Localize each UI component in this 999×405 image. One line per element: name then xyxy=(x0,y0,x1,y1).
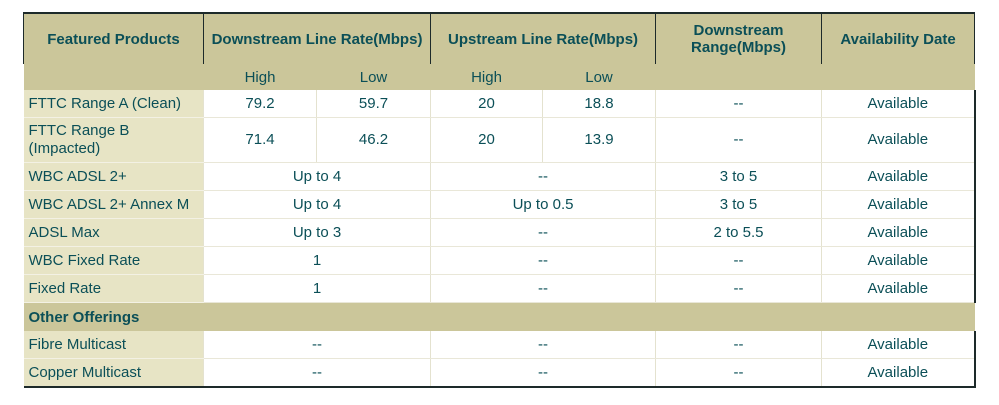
product-name: Fixed Rate xyxy=(23,274,204,303)
header-availability-date: Availability Date xyxy=(821,12,976,64)
cell-us-high: 20 xyxy=(430,117,543,163)
cell-availability: Available xyxy=(821,274,976,303)
table-row: FTTC Range B (Impacted) 71.4 46.2 20 13.… xyxy=(23,117,976,163)
cell-range: 3 to 5 xyxy=(655,162,822,191)
cell-upstream: -- xyxy=(430,358,656,388)
cell-us-low: 18.8 xyxy=(542,90,656,118)
table-row: Fibre Multicast -- -- -- Available xyxy=(23,331,976,359)
subheader-empty xyxy=(821,64,975,90)
subheader-us-low: Low xyxy=(542,64,656,90)
cell-downstream: 1 xyxy=(202,246,431,275)
subheader-ds-low: Low xyxy=(316,64,431,90)
header-featured-products: Featured Products xyxy=(23,12,204,64)
section-title: Other Offerings xyxy=(23,302,204,331)
cell-downstream: 1 xyxy=(202,274,431,303)
product-name: WBC Fixed Rate xyxy=(23,246,204,275)
table-header-row: Featured Products Downstream Line Rate(M… xyxy=(23,12,976,64)
table-subheader-row: High Low High Low xyxy=(23,64,975,90)
cell-upstream: -- xyxy=(430,331,656,359)
table-row: FTTC Range A (Clean) 79.2 59.7 20 18.8 -… xyxy=(23,90,976,118)
cell-downstream: Up to 4 xyxy=(202,190,431,219)
table-row: WBC ADSL 2+ Annex M Up to 4 Up to 0.5 3 … xyxy=(23,190,976,219)
subheader-empty xyxy=(23,64,204,90)
cell-range: -- xyxy=(655,90,822,118)
cell-downstream: -- xyxy=(202,331,431,359)
cell-upstream: -- xyxy=(430,274,656,303)
cell-upstream: -- xyxy=(430,218,656,247)
cell-us-low: 13.9 xyxy=(542,117,656,163)
cell-availability: Available xyxy=(821,331,976,359)
cell-downstream: Up to 4 xyxy=(202,162,431,191)
cell-range: -- xyxy=(655,358,822,388)
cell-ds-low: 59.7 xyxy=(315,90,431,118)
cell-upstream: -- xyxy=(430,246,656,275)
cell-ds-high: 71.4 xyxy=(203,117,317,163)
cell-availability: Available xyxy=(821,162,976,191)
cell-range: -- xyxy=(655,246,822,275)
product-name: WBC ADSL 2+ xyxy=(23,162,204,191)
cell-availability: Available xyxy=(821,358,976,388)
cell-range: -- xyxy=(655,117,822,163)
subheader-us-high: High xyxy=(430,64,543,90)
cell-us-high: 20 xyxy=(430,90,543,118)
cell-downstream: -- xyxy=(202,358,431,388)
section-filler xyxy=(203,302,975,331)
table-row: Fixed Rate 1 -- -- Available xyxy=(23,274,976,303)
cell-availability: Available xyxy=(821,90,976,118)
cell-ds-low: 46.2 xyxy=(315,117,431,163)
cell-ds-high: 79.2 xyxy=(203,90,317,118)
cell-upstream: -- xyxy=(430,162,656,191)
table-row: Copper Multicast -- -- -- Available xyxy=(23,358,976,388)
subheader-empty xyxy=(655,64,822,90)
product-name: Copper Multicast xyxy=(23,358,204,388)
cell-upstream: Up to 0.5 xyxy=(430,190,656,219)
table-row: WBC ADSL 2+ Up to 4 -- 3 to 5 Available xyxy=(23,162,976,191)
cell-range: -- xyxy=(655,274,822,303)
subheader-ds-high: High xyxy=(203,64,317,90)
header-downstream-line-rate: Downstream Line Rate(Mbps) xyxy=(202,12,432,64)
products-table: Featured Products Downstream Line Rate(M… xyxy=(23,12,976,388)
section-header-row: Other Offerings xyxy=(23,302,975,331)
products-table-container: Featured Products Downstream Line Rate(M… xyxy=(23,12,976,388)
cell-range: 3 to 5 xyxy=(655,190,822,219)
product-name: WBC ADSL 2+ Annex M xyxy=(23,190,204,219)
header-downstream-range: Downstream Range(Mbps) xyxy=(655,12,823,64)
product-name: FTTC Range B (Impacted) xyxy=(23,117,204,163)
cell-range: -- xyxy=(655,331,822,359)
cell-availability: Available xyxy=(821,190,976,219)
cell-availability: Available xyxy=(821,117,976,163)
cell-downstream: Up to 3 xyxy=(202,218,431,247)
cell-availability: Available xyxy=(821,218,976,247)
table-row: WBC Fixed Rate 1 -- -- Available xyxy=(23,246,976,275)
cell-range: 2 to 5.5 xyxy=(655,218,822,247)
product-name: ADSL Max xyxy=(23,218,204,247)
product-name: Fibre Multicast xyxy=(23,331,204,359)
product-name: FTTC Range A (Clean) xyxy=(23,90,204,118)
cell-availability: Available xyxy=(821,246,976,275)
table-row: ADSL Max Up to 3 -- 2 to 5.5 Available xyxy=(23,218,976,247)
header-upstream-line-rate: Upstream Line Rate(Mbps) xyxy=(430,12,657,64)
